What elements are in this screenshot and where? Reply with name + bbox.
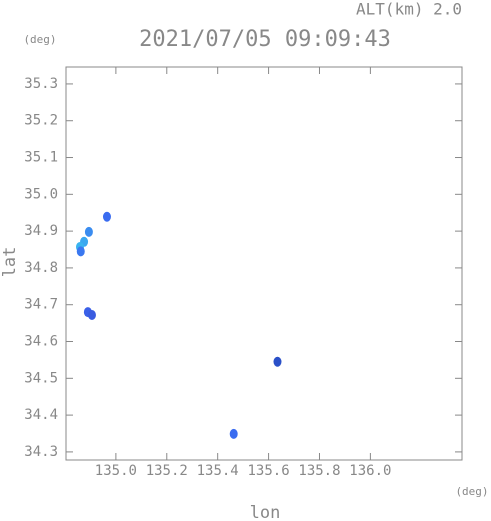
x-tick-label: 135.0 — [95, 463, 137, 479]
y-tick-label: 35.2 — [24, 113, 58, 129]
y-tick-label: 34.7 — [24, 297, 58, 313]
y-tick-label: 34.3 — [24, 444, 58, 460]
y-tick-label: 35.1 — [24, 150, 58, 166]
y-unit: (deg) — [23, 33, 56, 46]
chart-title: 2021/07/05 09:09:43 — [139, 27, 391, 52]
altitude-label: ALT(km) 2.0 — [356, 0, 462, 19]
y-tick-label: 34.9 — [24, 223, 58, 239]
x-axis-label: lon — [250, 503, 281, 521]
y-tick-label: 35.0 — [24, 186, 58, 202]
echo-point — [87, 310, 96, 321]
y-tick-label: 34.8 — [24, 260, 58, 276]
x-tick-label: 136.0 — [349, 463, 391, 479]
y-axis-label: lat — [0, 247, 20, 278]
echo-point — [273, 356, 282, 367]
x-tick-label: 135.2 — [146, 463, 188, 479]
x-unit: (deg) — [455, 485, 488, 498]
plot-frame — [65, 66, 463, 461]
echo-point — [102, 211, 111, 222]
echo-point — [229, 428, 238, 439]
y-tick-label: 34.5 — [24, 370, 58, 386]
x-tick-label: 135.4 — [197, 463, 239, 479]
x-tick-label: 135.8 — [298, 463, 340, 479]
y-tick-label: 34.6 — [24, 334, 58, 350]
y-tick-label: 35.3 — [24, 76, 58, 92]
y-tick-label: 34.4 — [24, 407, 58, 423]
echo-point — [84, 226, 93, 237]
echo-point — [76, 246, 85, 257]
x-tick-label: 135.6 — [248, 463, 290, 479]
